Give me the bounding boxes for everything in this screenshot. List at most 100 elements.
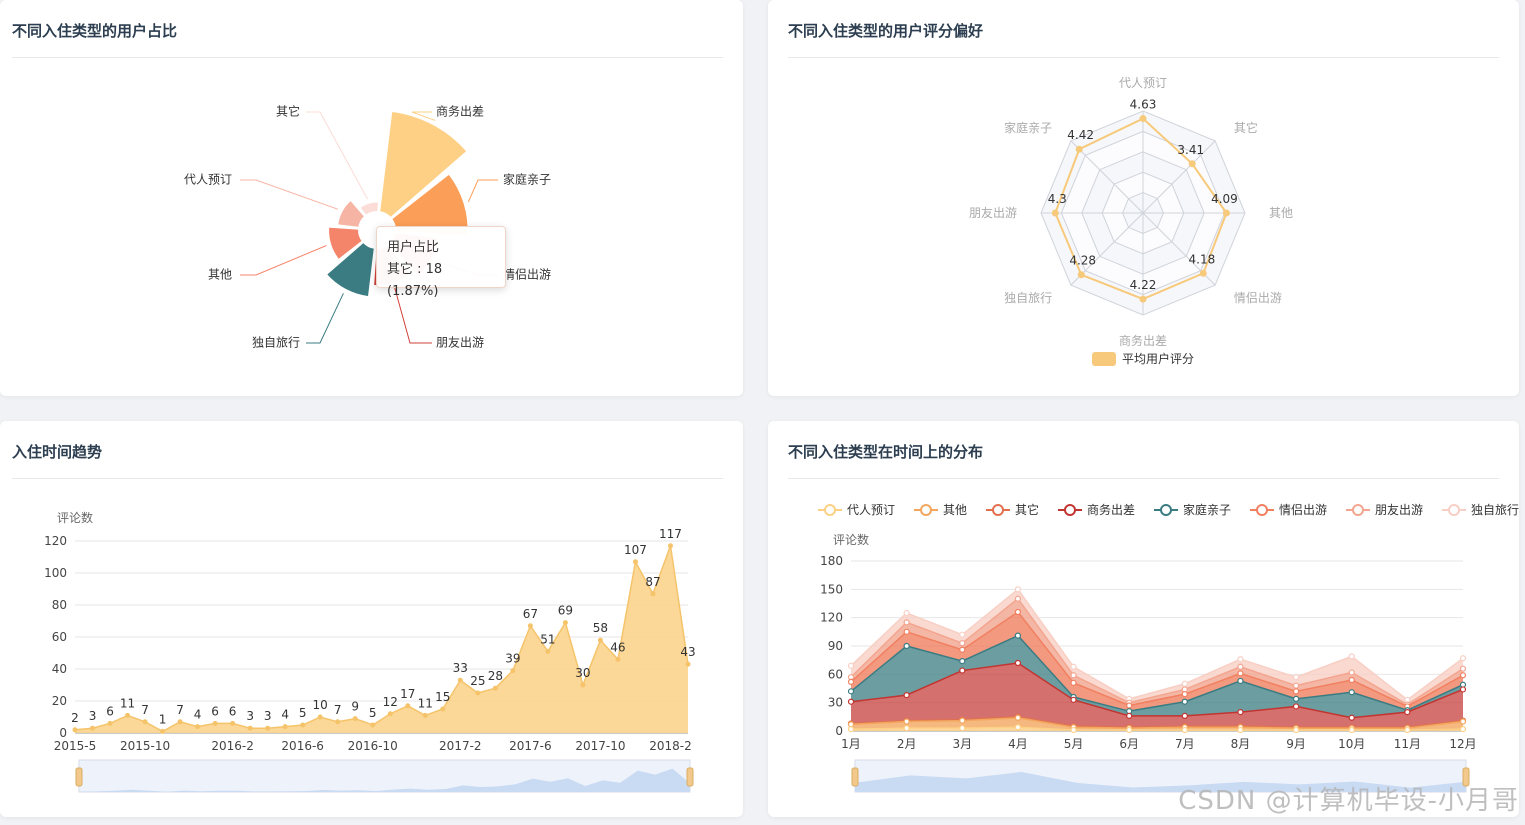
radar-indicator-4: 商务出差 bbox=[1119, 333, 1167, 348]
trend-point-5 bbox=[160, 728, 166, 734]
dist-point-e5aeb6e5baade4bab2e5ad90-2 bbox=[959, 658, 966, 665]
divider bbox=[788, 57, 1499, 58]
dist-ytick-6: 180 bbox=[820, 554, 843, 568]
radar-panel: 不同入住类型的用户评分偏好 4.63 代人预订 3.41 其它 4.09 其他 4.18 情侣… bbox=[768, 0, 1519, 396]
radar-value-1: 3.41 bbox=[1177, 143, 1204, 157]
dist-point-e59586e58aa1e587bae5b7ae-5 bbox=[1126, 712, 1133, 719]
dist-point-e78bace887aae69785e8a18c-6 bbox=[1181, 680, 1188, 687]
dist-point-e59586e58aa1e587bae5b7ae-6 bbox=[1181, 712, 1188, 719]
trend-value-22: 33 bbox=[453, 661, 468, 675]
trend-value-35: 43 bbox=[680, 645, 695, 659]
pie-leader-5 bbox=[240, 245, 327, 276]
trend-panel: 入住时间趋势 评论数 0 20 40 60 80 100 120 2 3 6 11 7 1 7 4 6 6 3 3 4 5… bbox=[0, 421, 743, 817]
trend-point-1 bbox=[90, 725, 96, 731]
trend-point-15 bbox=[335, 719, 341, 725]
dist-point-e4bba3e4babae9a284e8aea2-0 bbox=[847, 726, 855, 733]
radar-legend-label: 平均用户评分 bbox=[1122, 351, 1194, 366]
dist-xtick-11: 12月 bbox=[1449, 737, 1476, 751]
dist-point-e78bace887aae69785e8a18c-2 bbox=[959, 631, 966, 638]
dist-point-e68385e4bea3e587bae6b8b8-8 bbox=[1292, 688, 1300, 695]
dist-point-e68385e4bea3e587bae6b8b8-0 bbox=[847, 678, 855, 685]
pie-leader-1 bbox=[467, 179, 498, 203]
dist-xtick-5: 6月 bbox=[1119, 737, 1139, 751]
trend-value-17: 5 bbox=[369, 706, 377, 720]
trend-point-7 bbox=[195, 724, 201, 730]
divider bbox=[12, 57, 723, 58]
trend-value-6: 7 bbox=[176, 703, 184, 717]
pie-slice-1 bbox=[390, 172, 470, 238]
trend-point-18 bbox=[387, 711, 393, 717]
radar-chart[interactable]: 4.63 代人预订 3.41 其它 4.09 其他 4.18 情侣出游 4.22 商务出差 4.28… bbox=[768, 0, 1519, 396]
dist-legend-marker-5 bbox=[1256, 504, 1268, 516]
pie-slice-0 bbox=[378, 109, 469, 220]
dist-xtick-0: 1月 bbox=[841, 737, 861, 751]
dist-point-e68385e4bea3e587bae6b8b8-4 bbox=[1070, 679, 1077, 686]
trend-point-32 bbox=[632, 559, 638, 565]
trend-point-28 bbox=[562, 620, 568, 626]
trend-value-23: 25 bbox=[470, 674, 485, 688]
dist-panel-title: 不同入住类型在时间上的分布 bbox=[788, 443, 984, 461]
divider bbox=[788, 478, 1499, 479]
pie-label-1: 家庭亲子 bbox=[503, 172, 551, 187]
dist-legend-marker-6 bbox=[1352, 504, 1364, 516]
trend-point-33 bbox=[650, 591, 656, 597]
trend-value-4: 7 bbox=[141, 703, 149, 717]
pie-leader-3 bbox=[394, 287, 432, 344]
dist-point-e78bace887aae69785e8a18c-1 bbox=[903, 609, 910, 617]
dist-point-e4bba3e4babae9a284e8aea2-6 bbox=[1181, 726, 1188, 734]
trend-value-24: 28 bbox=[488, 669, 503, 683]
trend-value-29: 30 bbox=[575, 666, 590, 680]
pie-slice-5 bbox=[327, 225, 364, 262]
dist-ylabel: 评论数 bbox=[833, 532, 869, 547]
pie-label-5: 其他 bbox=[208, 268, 232, 282]
radar-value-7: 4.42 bbox=[1067, 128, 1094, 142]
pie-leader-4 bbox=[306, 293, 344, 344]
dist-line-e4bba3e4babae9a284e8aea2 bbox=[850, 726, 1464, 731]
trend-value-9: 6 bbox=[229, 704, 237, 718]
dist-legend-label-7: 独自旅行 bbox=[1471, 503, 1519, 517]
pie-label-4: 独自旅行 bbox=[252, 336, 300, 350]
trend-line bbox=[74, 545, 689, 733]
dist-point-e585b6e4bb96-2 bbox=[959, 717, 966, 724]
dist-legend-marker-4 bbox=[1160, 504, 1172, 516]
dist-datazoom-preview bbox=[855, 772, 1466, 792]
dist-area-e5aeb6e5baade4bab2e5ad90 bbox=[851, 635, 1463, 718]
divider bbox=[12, 478, 723, 479]
dist-point-e59586e58aa1e587bae5b7ae-3 bbox=[1014, 659, 1022, 667]
dist-point-e5aeb6e5baade4bab2e5ad90-0 bbox=[847, 688, 855, 695]
dist-xtick-2: 3月 bbox=[952, 737, 972, 751]
trend-value-28: 69 bbox=[558, 604, 573, 618]
dist-legend-label-4: 家庭亲子 bbox=[1183, 502, 1231, 517]
trend-value-7: 4 bbox=[194, 708, 202, 722]
trend-value-13: 5 bbox=[299, 706, 307, 720]
trend-point-11 bbox=[265, 725, 271, 731]
radar-point-7 bbox=[1075, 145, 1083, 153]
trend-value-3: 11 bbox=[120, 696, 135, 710]
trend-value-2: 6 bbox=[106, 704, 114, 718]
trend-point-24 bbox=[492, 685, 498, 691]
dist-point-e78bace887aae69785e8a18c-9 bbox=[1348, 653, 1355, 660]
trend-ytick-1: 20 bbox=[52, 694, 67, 708]
dist-point-e4bba3e4babae9a284e8aea2-11 bbox=[1459, 726, 1467, 733]
radar-axis-1 bbox=[1142, 140, 1216, 214]
trend-xtick-1: 2015-10 bbox=[120, 739, 170, 753]
radar-point-2 bbox=[1222, 209, 1230, 217]
radar-panel-title: 不同入住类型的用户评分偏好 bbox=[788, 22, 984, 40]
radar-axis-7 bbox=[1070, 140, 1144, 214]
dist-line-e5aeb6e5baade4bab2e5ad90 bbox=[850, 634, 1464, 712]
trend-area bbox=[75, 545, 688, 733]
trend-value-26: 67 bbox=[523, 607, 538, 621]
trend-panel-title: 入住时间趋势 bbox=[12, 443, 103, 461]
trend-point-34 bbox=[667, 543, 673, 549]
trend-value-25: 39 bbox=[505, 652, 520, 666]
radar-value-5: 4.28 bbox=[1069, 254, 1096, 268]
trend-datazoom-handle-right bbox=[686, 767, 694, 787]
dist-area-e68385e4bea3e587bae6b8b8 bbox=[851, 612, 1463, 712]
dist-point-e59586e58aa1e587bae5b7ae-10 bbox=[1404, 709, 1411, 716]
dist-panel: 不同入住类型在时间上的分布 代人预订 其他 其它 商务出差 家庭亲子 情侣出游 朋友出游 独自… bbox=[768, 421, 1519, 817]
dist-point-e68385e4bea3e587bae6b8b8-7 bbox=[1237, 670, 1244, 677]
dist-point-e69c8be58f8be587bae6b8b8-2 bbox=[959, 640, 966, 647]
